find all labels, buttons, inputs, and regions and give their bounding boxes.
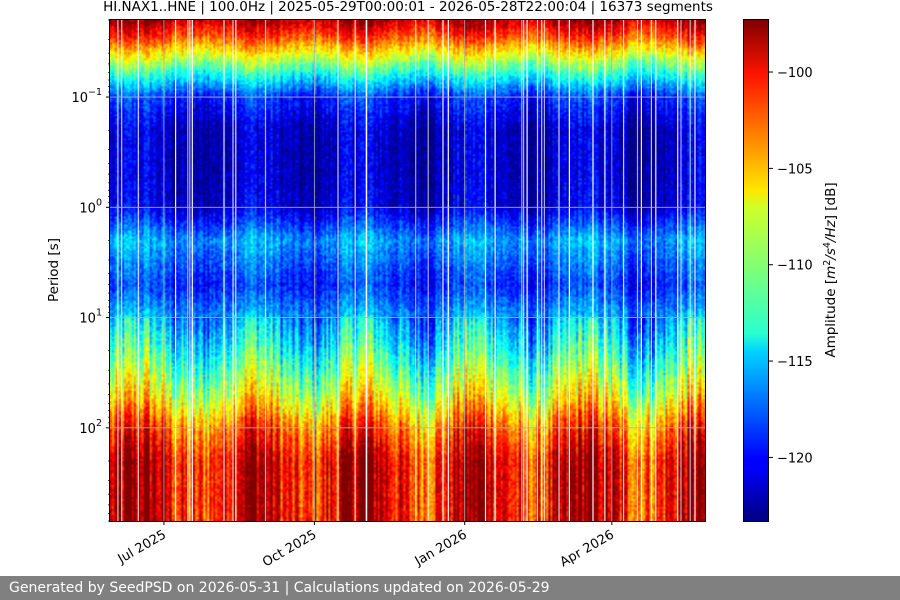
colorbar-label-exp2: 2 [822,260,833,266]
data-gap-line [494,20,496,521]
colorbar-tick-label: −110 [777,259,813,274]
data-gap-line [558,20,560,521]
data-gap-line [117,20,119,521]
y-tick-exponent: −1 [88,87,102,98]
colorbar-tick-label: −100 [777,66,813,81]
colorbar-ticks: −100 −105 −110 −115 −120 [769,66,813,466]
colorbar-label-hz: /Hz [823,219,839,243]
data-gap-line [264,20,267,521]
data-gap-line [137,20,139,521]
data-gap-line [523,20,525,521]
footer-bar: Generated by SeedPSD on 2026-05-31 | Cal… [0,576,900,600]
data-gap-line [604,20,606,521]
data-gap-line [543,20,545,521]
data-gap-line [636,20,639,521]
data-gap-line [442,20,444,521]
colorbar-label-exp4: 4 [822,242,833,248]
y-tick-label: 10−1 [71,87,102,106]
y-tick-exponent: 1 [96,308,102,319]
data-gap-line [175,20,177,521]
data-gap-line [640,20,642,521]
plot-frame [109,19,706,522]
y-tick-base: 10 [71,91,88,106]
colorbar-label: Amplitude [m2/s4/Hz] [dB] [822,182,839,357]
y-tick-base: 10 [79,312,96,327]
data-gap-line [415,20,417,521]
data-gap-line [650,20,652,521]
data-gap-line [694,20,696,521]
data-gap-line [526,20,528,521]
y-tick-label: 102 [79,418,102,437]
x-tick-label: Jan 2026 [412,527,470,569]
data-gap-line [623,20,625,521]
colorbar-label-post: ] [dB] [823,182,839,220]
data-gap-line [677,20,679,521]
data-gap-line [541,20,543,521]
colorbar-label-pre: Amplitude [ [823,279,839,358]
data-gap-line [337,20,339,521]
data-gap-line [191,20,193,521]
data-gap-line [187,20,189,521]
chart-title: HI.NAX1..HNE | 100.0Hz | 2025-05-29T00:0… [103,0,713,15]
y-tick-base: 10 [79,422,96,437]
data-gap-line [521,20,523,521]
y-tick-label: 101 [79,308,102,327]
data-gap-line [592,20,594,521]
x-tick-label: Jul 2025 [115,527,169,567]
y-tick-label: 100 [79,197,102,216]
data-gap-line [427,20,429,521]
footer-text: Generated by SeedPSD on 2026-05-31 | Cal… [9,580,550,596]
y-tick-exponent: 0 [96,197,102,208]
grid-lines [110,20,705,521]
data-gap-line [655,20,657,521]
colorbar-tick-label: −105 [777,162,813,177]
spectrogram-heatmap [110,20,705,521]
y-tick-exponent: 2 [96,418,102,429]
colorbar-label-m: m [823,266,839,279]
data-gap-line [189,20,191,521]
data-gap-line [121,20,123,521]
colorbar-label-mid: /s [823,248,839,261]
data-gap-line [232,20,234,521]
y-axis-label: Period [s] [46,238,62,302]
data-gap-line [223,20,225,521]
data-gap-line [484,20,487,521]
y-tick-base: 10 [79,201,96,216]
data-gap-line [680,20,682,521]
data-gap-line [536,20,539,521]
data-gap-line [568,20,570,521]
plot-area [110,20,705,521]
spectrogram-chart: HI.NAX1..HNE | 100.0Hz | 2025-05-29T00:0… [46,0,839,570]
data-gap-line [689,20,691,521]
data-gap-line [354,20,356,521]
x-tick-label: Oct 2025 [260,527,319,570]
x-tick-label: Apr 2026 [558,527,617,570]
data-gap-line [235,20,237,521]
data-gap-line [447,20,449,521]
colorbar-tick-label: −115 [777,355,813,370]
colorbar [743,19,769,522]
data-gap-line [366,20,368,521]
colorbar-tick-label: −120 [777,451,813,466]
x-axis: Jul 2025 Oct 2025 Jan 2026 Apr 2026 [115,521,617,570]
